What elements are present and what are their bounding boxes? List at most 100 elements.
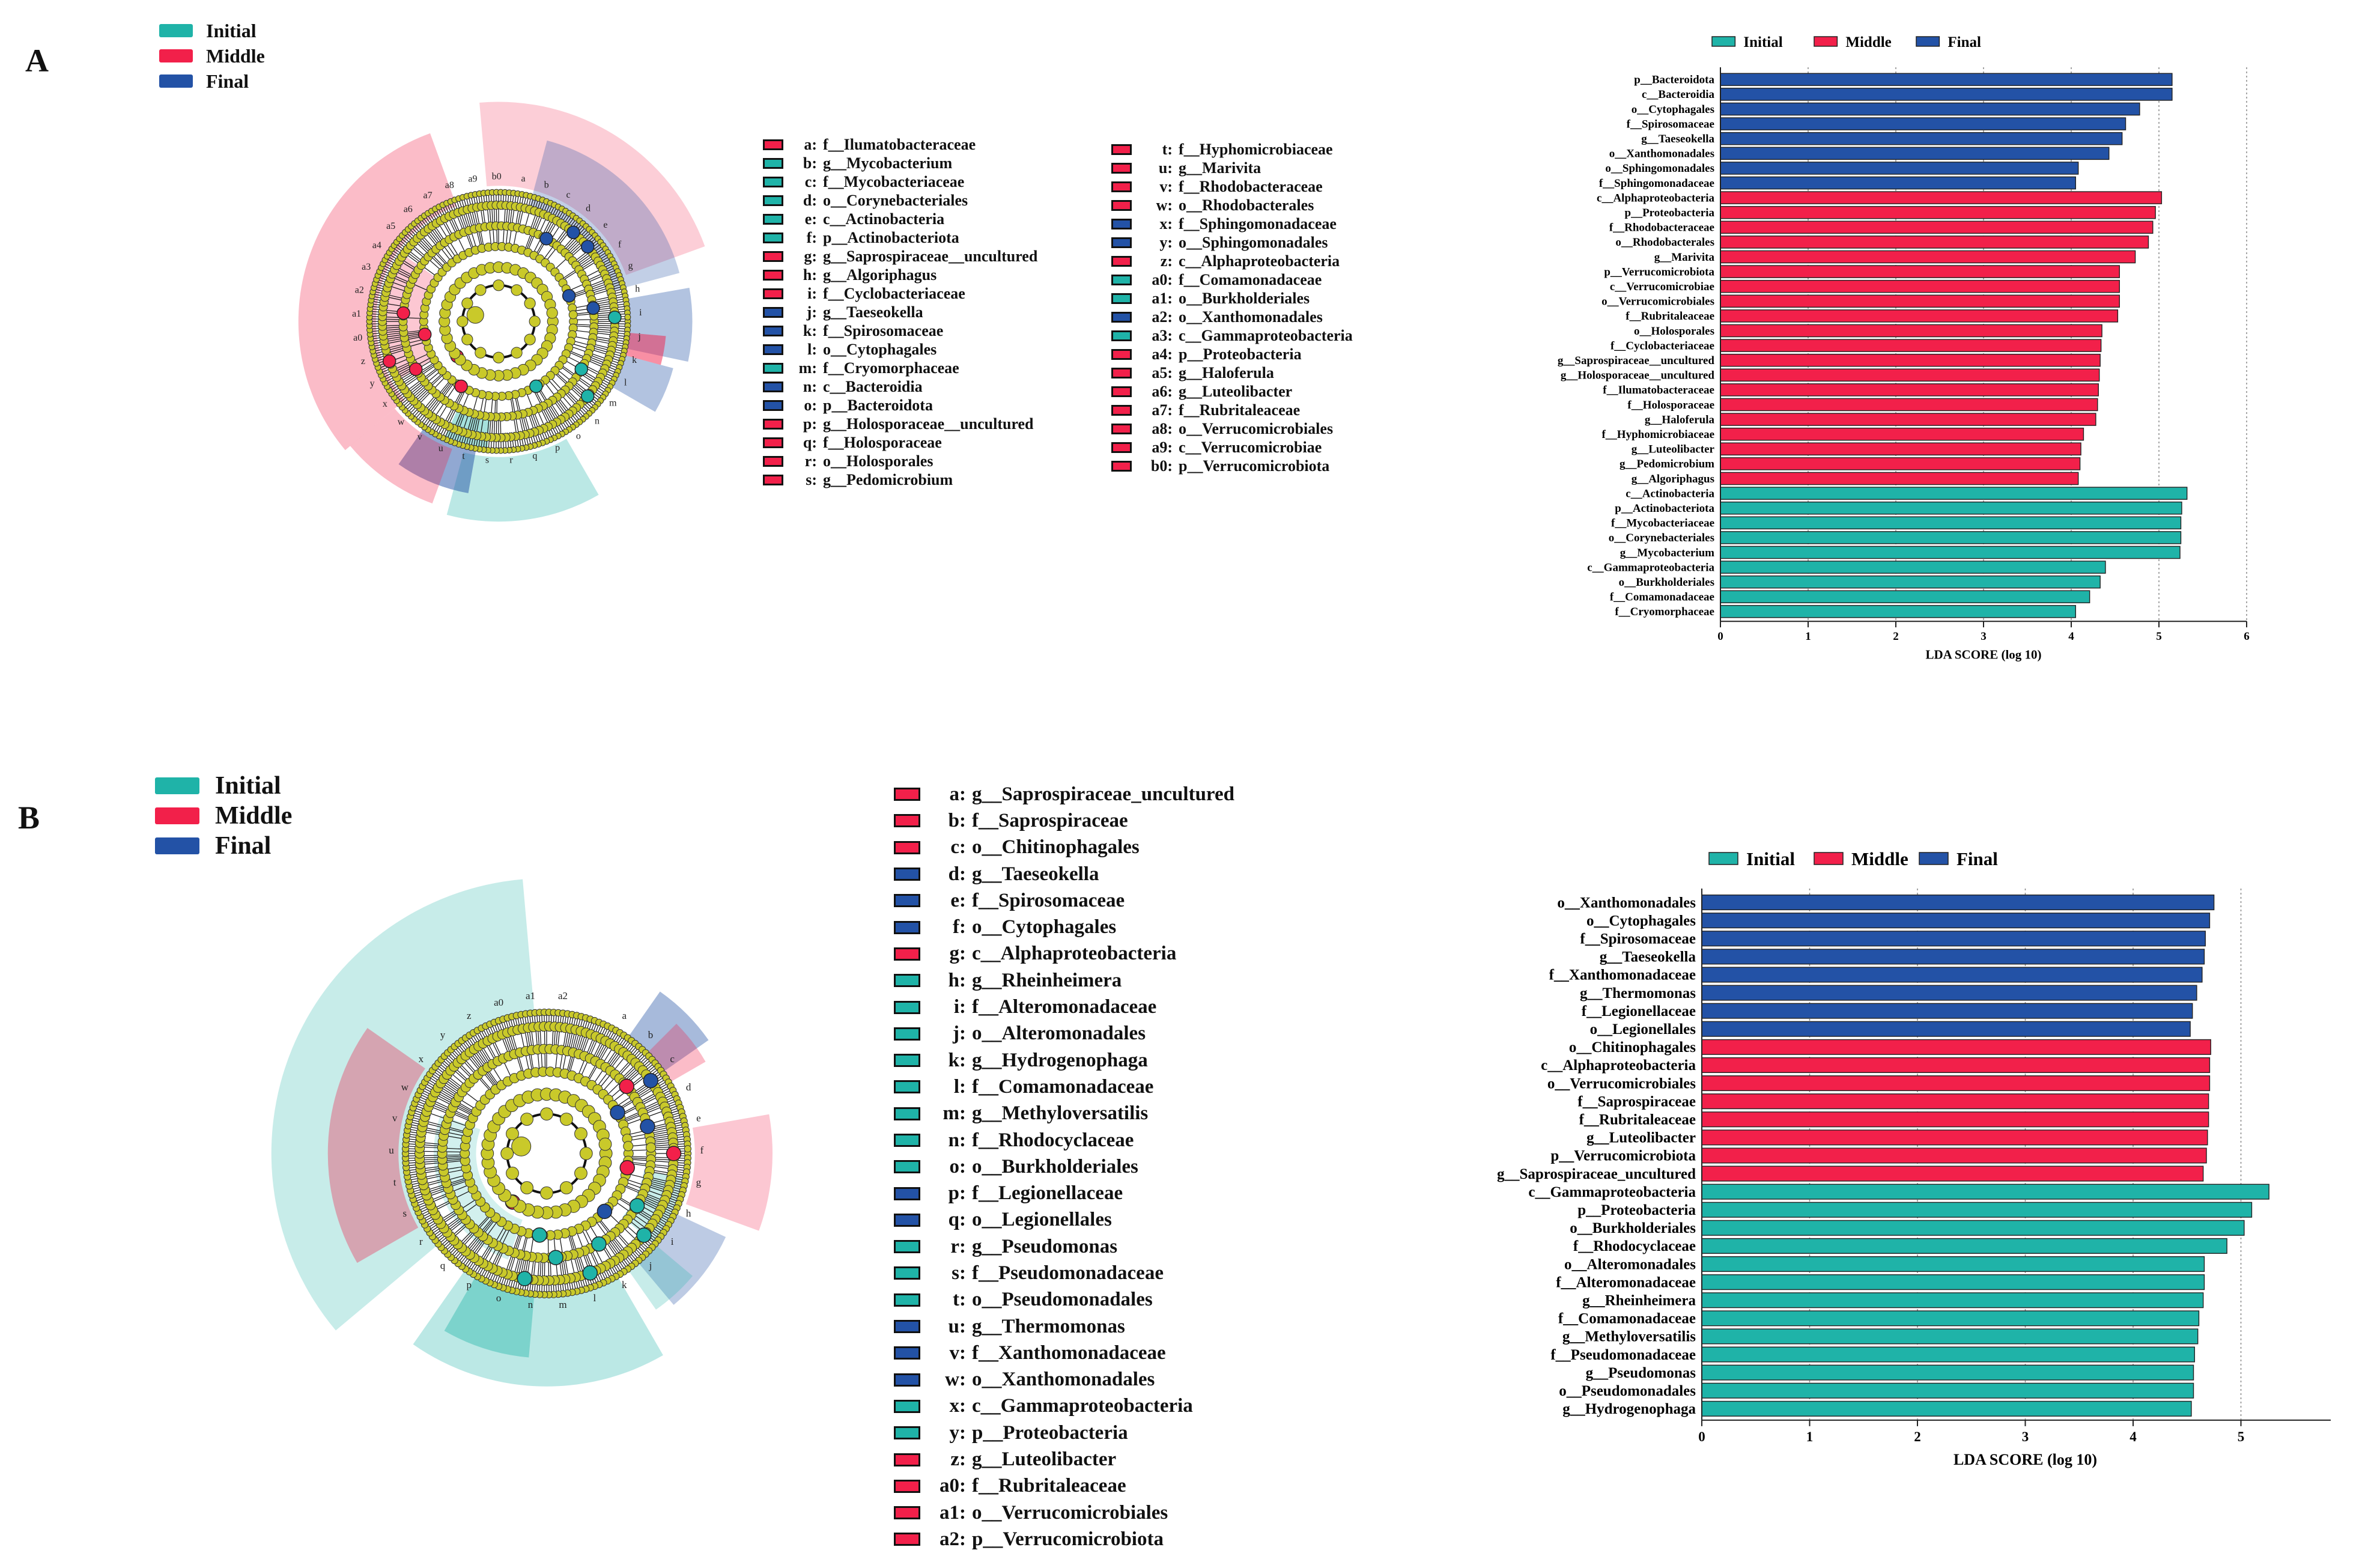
root-node xyxy=(511,1136,532,1156)
bar-category-label: c__Verrucomicrobiae xyxy=(1610,281,1714,293)
legend-label: Final xyxy=(1947,34,1981,50)
bar-category-label: o__Cytophagales xyxy=(1586,913,1696,929)
key-item: q: f__Holosporaceae xyxy=(763,433,1037,452)
key-item: o: o__Burkholderiales xyxy=(894,1153,1234,1180)
key-color-box xyxy=(894,1479,920,1493)
bar-category-label: o__Corynebacteriales xyxy=(1609,532,1714,544)
tree-node xyxy=(461,333,473,345)
key-code: q: xyxy=(803,433,817,451)
key-code: u: xyxy=(1158,159,1173,177)
panel-a-label: A xyxy=(25,43,49,79)
bar-category-label: g__Luteolibacter xyxy=(1586,1130,1696,1146)
bar-category-label: o__Legionellales xyxy=(1590,1021,1696,1038)
key-taxon-name: p__Actinobacteriota xyxy=(823,228,959,246)
key-item: j: g__Taeseokella xyxy=(763,303,1037,321)
key-taxon-name: f__Ilumatobacteraceae xyxy=(823,135,976,153)
key-taxon-name: g__Luteolibacter xyxy=(972,1448,1117,1471)
clade-label: n xyxy=(528,1299,533,1310)
clade-label: c xyxy=(670,1053,675,1065)
bar-category-label: o__Alteromonadales xyxy=(1564,1256,1696,1272)
key-taxon-name: g__Marivita xyxy=(1179,159,1261,177)
legend-swatch xyxy=(1814,36,1838,47)
key-code: p: xyxy=(948,1182,966,1205)
tree-node xyxy=(546,307,558,319)
key-color-box xyxy=(894,788,920,801)
key-taxon-name: p__Proteobacteria xyxy=(1179,345,1302,363)
key-color-box xyxy=(894,920,920,934)
clade-label: q xyxy=(440,1260,446,1271)
tree-node xyxy=(506,1127,519,1141)
key-item: w: o__Rhodobacterales xyxy=(1111,196,1353,214)
key-taxon-name: f__Rhodocyclaceae xyxy=(972,1129,1134,1151)
key-color-box xyxy=(894,1346,920,1360)
key-taxon-name: f__Spirosomaceae xyxy=(972,889,1125,911)
key-item: p: f__Legionellaceae xyxy=(894,1180,1234,1206)
key-item: k: g__Hydrogenophaga xyxy=(894,1047,1234,1074)
clade-highlight xyxy=(298,133,457,451)
cladogram-a-legend: Initial Middle Final xyxy=(159,18,265,94)
key-taxon-name: g__Hydrogenophaga xyxy=(972,1049,1148,1071)
legend-b-label-middle: Middle xyxy=(215,802,293,830)
bar-category-label: p__Proteobacteria xyxy=(1577,1202,1696,1218)
significant-node xyxy=(619,1159,635,1176)
key-item: q: o__Legionellales xyxy=(894,1207,1234,1233)
bar xyxy=(1701,1021,2191,1037)
legend-swatch-middle xyxy=(159,49,193,62)
clade-label: e xyxy=(603,220,607,230)
key-code: o: xyxy=(949,1155,967,1178)
clade-label: a1 xyxy=(526,990,535,1001)
clade-label: e xyxy=(696,1112,701,1123)
key-code: k: xyxy=(948,1049,966,1071)
clade-highlight xyxy=(623,332,666,365)
legend-b-swatch-middle xyxy=(155,807,199,824)
key-item: m: f__Cryomorphaceae xyxy=(763,359,1037,377)
tree-node xyxy=(520,1113,534,1126)
significant-node xyxy=(396,306,410,320)
bar-category-label: g__Haloferula xyxy=(1645,413,1715,426)
nodes xyxy=(401,1008,692,1299)
tree-node xyxy=(475,347,487,359)
key-item: a2: p__Verrucomicrobiota xyxy=(894,1526,1234,1552)
key-item: y: o__Sphingomonadales xyxy=(1111,233,1353,252)
cladogram-a-key-list-1: a: f__Ilumatobacteraceae b: g__Mycobacteriu… xyxy=(763,135,1037,489)
key-taxon-name: f__Saprospiraceae xyxy=(972,809,1128,831)
key-item: t: f__Hyphomicrobiaceae xyxy=(1111,140,1353,159)
legend-b-middle: Middle xyxy=(155,801,292,831)
x-tick-label: 5 xyxy=(2156,630,2162,643)
bar-category-label: o__Chitinophagales xyxy=(1569,1039,1696,1056)
bar-category-label: o__Burkholderiales xyxy=(1570,1220,1696,1236)
key-code: v: xyxy=(1159,177,1173,195)
bar-category-label: g__Mycobacterium xyxy=(1620,547,1714,559)
significant-node xyxy=(417,327,432,341)
key-code: y: xyxy=(1159,233,1173,251)
key-color-box xyxy=(894,868,920,881)
clade-label: v xyxy=(392,1112,398,1123)
bar-category-label: g__Taeseokella xyxy=(1600,949,1696,965)
key-color-box xyxy=(763,455,783,467)
key-taxon-name: f__Legionellaceae xyxy=(972,1182,1123,1205)
key-item: a1: o__Verrucomicrobiales xyxy=(894,1500,1234,1526)
bar-category-label: p__Bacteroidota xyxy=(1634,74,1714,87)
tree-node xyxy=(623,1141,634,1152)
key-color-box xyxy=(894,1506,920,1520)
key-color-box xyxy=(1111,404,1132,416)
bar xyxy=(1701,949,2205,965)
bar xyxy=(1720,368,2100,382)
bar xyxy=(1701,1292,2204,1308)
bar xyxy=(1701,1111,2209,1128)
key-color-box xyxy=(1111,181,1132,192)
clade-label: t xyxy=(462,451,465,461)
bar xyxy=(1701,1328,2199,1345)
tree-node xyxy=(461,297,473,309)
x-tick-label: 5 xyxy=(2238,1429,2245,1444)
bar xyxy=(1701,1166,2204,1182)
key-code: b: xyxy=(803,154,817,172)
key-color-box xyxy=(894,1134,920,1147)
bar-category-label: f__Hyphomicrobiaceae xyxy=(1601,428,1714,441)
panel-b-label: B xyxy=(18,800,40,836)
bar-category-label: g__Taeseokella xyxy=(1641,133,1714,145)
clade-highlight xyxy=(529,140,680,291)
key-color-box xyxy=(763,418,783,430)
key-taxon-name: g__Saprospiraceae_uncultured xyxy=(972,783,1234,805)
bar-category-label: c__Alphaproteobacteria xyxy=(1541,1057,1696,1074)
